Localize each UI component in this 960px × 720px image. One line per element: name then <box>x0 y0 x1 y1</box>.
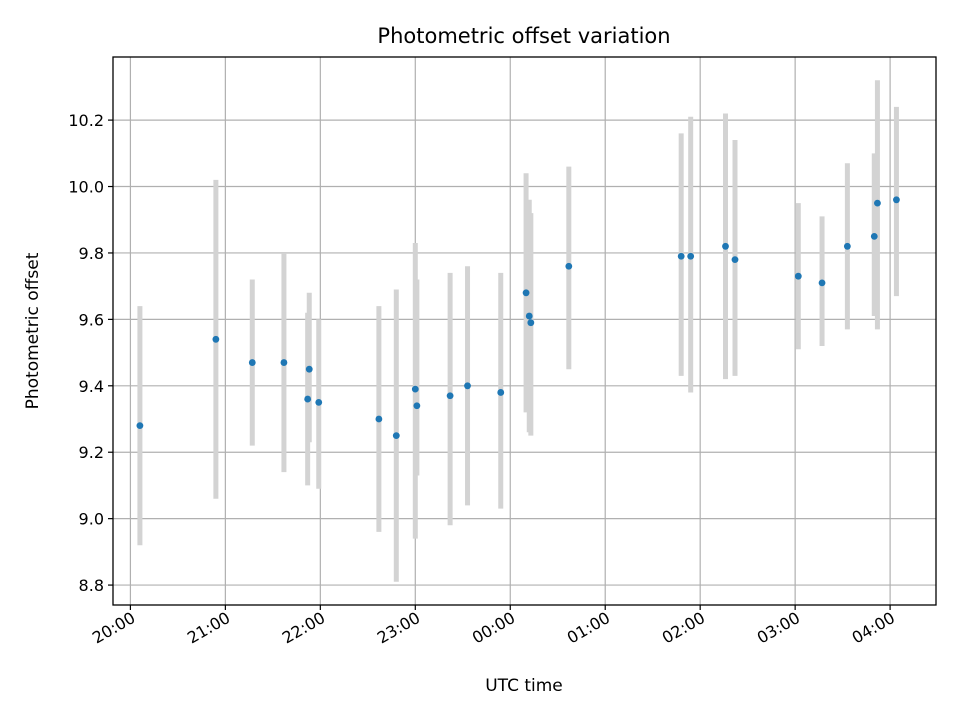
data-point <box>392 432 400 440</box>
y-tick-label: 9.0 <box>79 510 104 529</box>
y-tick-label: 9.4 <box>79 377 104 396</box>
x-tick-label: 02:00 <box>659 608 708 648</box>
x-axis-ticks: 20:00 21:00 22:00 23:00 00:00 01:00 02:00 03:00… <box>89 605 898 648</box>
data-point <box>527 319 535 327</box>
error-bars <box>137 80 899 582</box>
data-point <box>304 395 312 403</box>
y-axis-ticks: 8.8 9.0 9.2 9.4 9.6 9.8 10.0 10.2 <box>68 111 113 595</box>
x-axis-label: UTC time <box>485 676 563 696</box>
x-tick-label: 00:00 <box>469 608 518 648</box>
data-point <box>874 199 881 207</box>
x-tick-label: 20:00 <box>89 608 138 648</box>
x-tick-label: 03:00 <box>754 608 803 648</box>
y-axis-label: Photometric offset <box>23 252 43 409</box>
y-tick-label: 9.6 <box>79 310 104 329</box>
data-point <box>305 365 313 373</box>
data-points <box>136 196 900 440</box>
data-point <box>722 242 729 250</box>
data-point <box>565 262 573 270</box>
data-point <box>375 415 383 423</box>
x-tick-label: 21:00 <box>184 608 233 648</box>
y-tick-label: 10.2 <box>68 111 104 130</box>
data-point <box>280 359 288 366</box>
chart-title: Photometric offset variation <box>377 24 670 48</box>
y-tick-label: 10.0 <box>68 178 104 197</box>
data-point <box>818 279 826 287</box>
y-tick-label: 9.2 <box>79 443 104 462</box>
data-point <box>843 242 851 250</box>
x-tick-label: 04:00 <box>849 608 898 648</box>
data-point <box>248 359 256 366</box>
data-point <box>212 335 220 343</box>
y-tick-label: 8.8 <box>79 576 104 595</box>
data-point <box>731 256 739 263</box>
data-point <box>446 392 454 400</box>
data-point <box>677 252 685 260</box>
data-point <box>687 252 695 260</box>
y-tick-label: 9.8 <box>79 244 104 263</box>
data-point <box>413 402 421 410</box>
x-tick-label: 23:00 <box>374 608 423 648</box>
data-point <box>870 232 878 240</box>
data-point <box>136 422 144 430</box>
data-point <box>794 272 802 280</box>
data-point <box>525 312 533 320</box>
data-point <box>497 389 505 396</box>
data-point <box>411 385 419 393</box>
x-tick-label: 01:00 <box>564 608 613 648</box>
x-tick-label: 22:00 <box>279 608 328 648</box>
data-point <box>315 399 323 406</box>
data-point <box>522 289 530 297</box>
plot-frame <box>112 56 937 606</box>
data-point <box>464 382 471 390</box>
data-point <box>893 196 900 204</box>
